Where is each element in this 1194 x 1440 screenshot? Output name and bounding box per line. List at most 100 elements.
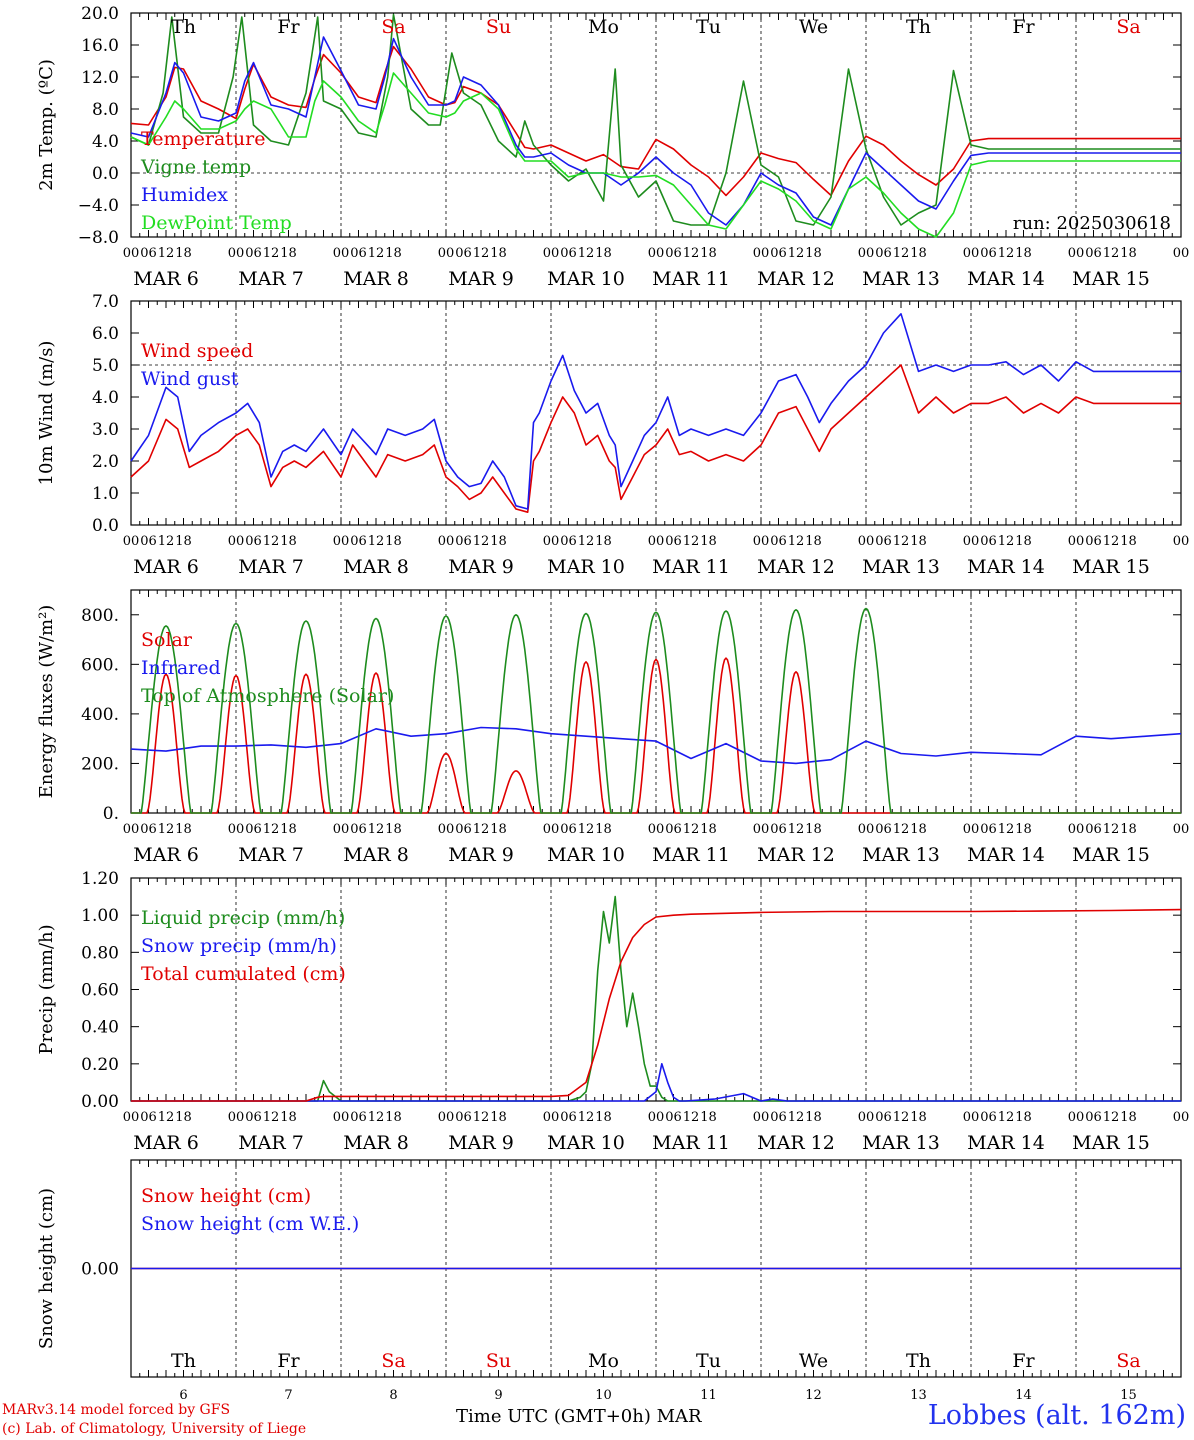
date-label: MAR 9: [448, 556, 514, 578]
hour-label: 06: [455, 534, 472, 549]
hour-label: 00: [438, 534, 455, 549]
hour-label: 06: [140, 534, 157, 549]
hour-label: 18: [1015, 1110, 1032, 1125]
hour-label: 06: [875, 246, 892, 261]
day-number: 10: [595, 1388, 612, 1403]
hour-label: 00: [438, 822, 455, 837]
series-line: [131, 1063, 1181, 1102]
hour-label: 00: [333, 246, 350, 261]
y-tick-label: 3.0: [92, 420, 119, 440]
hour-label: 00: [963, 822, 980, 837]
date-label: MAR 8: [343, 556, 409, 578]
hour-label: 06: [455, 822, 472, 837]
hour-label: 00: [963, 1110, 980, 1125]
hour-label: 18: [280, 822, 297, 837]
date-label: MAR 13: [862, 556, 940, 578]
day-letter: Fr: [1012, 1350, 1035, 1372]
y-tick-label: 12.0: [81, 68, 119, 88]
hour-label: 00: [963, 534, 980, 549]
hour-label: 18: [175, 246, 192, 261]
y-tick-label: 6.0: [92, 324, 119, 344]
hour-label: 18: [1120, 534, 1137, 549]
hour-label: 00: [123, 1110, 140, 1125]
hour-label: 00: [228, 1110, 245, 1125]
day-number: 6: [179, 1388, 187, 1403]
hour-label: 18: [280, 246, 297, 261]
series-line: [130, 726, 1182, 765]
date-label: MAR 15: [1072, 556, 1150, 578]
y-tick-label: 4.0: [92, 132, 119, 152]
date-label: MAR 11: [652, 844, 730, 866]
hour-label: 12: [578, 1110, 595, 1125]
hour-label: 12: [368, 822, 385, 837]
y-tick-label: 0.0: [92, 516, 119, 536]
hour-label: 12: [893, 1110, 910, 1125]
hour-label: 18: [280, 534, 297, 549]
hour-label: 18: [805, 246, 822, 261]
hour-label: 06: [770, 1110, 787, 1125]
day-letter: Su: [486, 16, 511, 38]
hour-label: 00: [648, 822, 665, 837]
hour-label: 18: [910, 534, 927, 549]
hour-label: 00: [438, 1110, 455, 1125]
hour-label: 00: [333, 534, 350, 549]
hour-label: 06: [875, 534, 892, 549]
day-number: 7: [284, 1388, 292, 1403]
date-label: MAR 7: [238, 268, 304, 290]
hour-label: 00: [753, 534, 770, 549]
hour-label: 06: [875, 1110, 892, 1125]
hour-label: 06: [770, 534, 787, 549]
day-number: 13: [910, 1388, 927, 1403]
date-label: MAR 7: [238, 556, 304, 578]
date-label: MAR 15: [1072, 844, 1150, 866]
hour-label: 12: [788, 1110, 805, 1125]
hour-label: 00: [543, 534, 560, 549]
y-tick-label: 4.0: [92, 388, 119, 408]
date-label: MAR 13: [862, 1132, 940, 1154]
y-tick-label: 7.0: [92, 292, 119, 312]
day-number: 9: [494, 1388, 502, 1403]
hour-label: 06: [770, 246, 787, 261]
hour-label: 00: [963, 246, 980, 261]
run-annotation: run: 2025030618: [1013, 213, 1171, 234]
hour-label: 18: [280, 1110, 297, 1125]
day-letter: Mo: [588, 16, 619, 38]
hour-label: 18: [910, 822, 927, 837]
hour-label: 06: [770, 822, 787, 837]
panel-5: 0.00 Snow height (cm) Snow height (cm) Snow…: [36, 1159, 1182, 1403]
hour-label: 06: [980, 534, 997, 549]
legend-entry: Temperature: [141, 128, 265, 150]
date-label: MAR 9: [448, 1132, 514, 1154]
y-tick-label: 16.0: [81, 36, 119, 56]
x-axis-title-text: Time UTC (GMT+0h): [456, 1406, 651, 1427]
y-tick-label: 1.00: [81, 906, 119, 926]
hour-label: 12: [368, 1110, 385, 1125]
hour-label: 18: [385, 534, 402, 549]
hour-label: 18: [700, 822, 717, 837]
series-line: [131, 908, 1182, 1102]
y-tick-label: 400.: [81, 705, 119, 725]
hour-label: 18: [700, 1110, 717, 1125]
y-tick-label: −4.0: [78, 196, 119, 216]
hour-label: 00: [1068, 534, 1085, 549]
date-label: MAR 13: [862, 268, 940, 290]
hour-label: 00: [753, 822, 770, 837]
hour-label: 06: [560, 534, 577, 549]
hour-label: 12: [473, 1110, 490, 1125]
day-letter: Fr: [277, 1350, 300, 1372]
hour-label: 18: [805, 1110, 822, 1125]
hour-label: 12: [158, 246, 175, 261]
date-label: MAR 15: [1072, 1132, 1150, 1154]
y-axis-label: 10m Wind (m/s): [36, 341, 57, 486]
hour-label: 00: [123, 534, 140, 549]
hour-label: 00: [648, 1110, 665, 1125]
y-tick-label: 0.0: [92, 164, 119, 184]
date-label: MAR 7: [238, 1132, 304, 1154]
day-number: 11: [700, 1388, 717, 1403]
hour-label: 18: [910, 246, 927, 261]
day-letter: Tu: [696, 1350, 721, 1372]
date-label: MAR 6: [133, 556, 199, 578]
date-label: MAR 12: [757, 556, 835, 578]
legend-entry: Humidex: [141, 184, 228, 206]
day-letter: Fr: [277, 16, 300, 38]
